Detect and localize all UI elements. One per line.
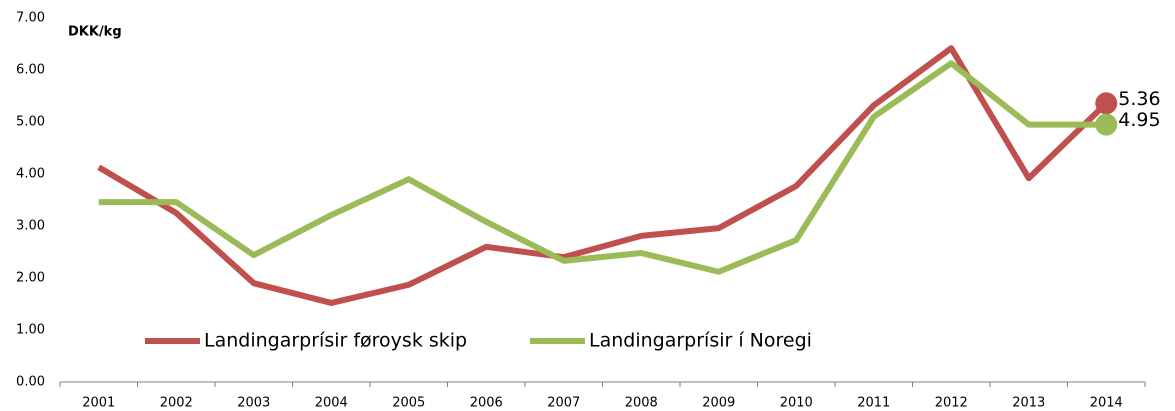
x-tick-label: 2008 xyxy=(625,396,658,411)
y-tick-label: 1.00 xyxy=(16,323,45,338)
x-tick-label: 2002 xyxy=(160,396,193,411)
y-tick-label: 3.00 xyxy=(16,219,45,234)
x-tick-label: 2011 xyxy=(857,396,890,411)
x-tick-label: 2004 xyxy=(315,396,348,411)
x-tick-label: 2003 xyxy=(237,396,270,411)
x-tick-label: 2014 xyxy=(1090,396,1123,411)
y-tick-label: 6.00 xyxy=(16,63,45,78)
x-tick-label: 2007 xyxy=(547,396,580,411)
x-tick-label: 2005 xyxy=(392,396,425,411)
series-line xyxy=(97,45,1109,306)
x-tick-label: 2009 xyxy=(702,396,735,411)
legend-label: Landingarprísir í Noregi xyxy=(589,330,812,352)
y-tick-label: 5.00 xyxy=(16,115,45,130)
y-axis-label: DKK/kg xyxy=(68,25,122,40)
y-tick-label: 7.00 xyxy=(16,11,45,26)
series-line xyxy=(98,60,1107,275)
x-tick-label: 2006 xyxy=(470,396,503,411)
end-marker xyxy=(1095,92,1118,115)
x-tick-label: 2013 xyxy=(1012,396,1045,411)
legend-label: Landingarprísir føroysk skip xyxy=(204,330,467,352)
x-tick-label: 2010 xyxy=(780,396,813,411)
end-marker xyxy=(1095,113,1118,136)
y-tick-label: 2.00 xyxy=(16,271,45,286)
y-tick-label: 0.00 xyxy=(16,375,45,390)
x-tick-label: 2012 xyxy=(935,396,968,411)
data-label: 5.36 xyxy=(1118,88,1160,110)
y-tick-label: 4.00 xyxy=(16,167,45,182)
data-label: 4.95 xyxy=(1118,109,1160,131)
x-tick-label: 2001 xyxy=(82,396,115,411)
